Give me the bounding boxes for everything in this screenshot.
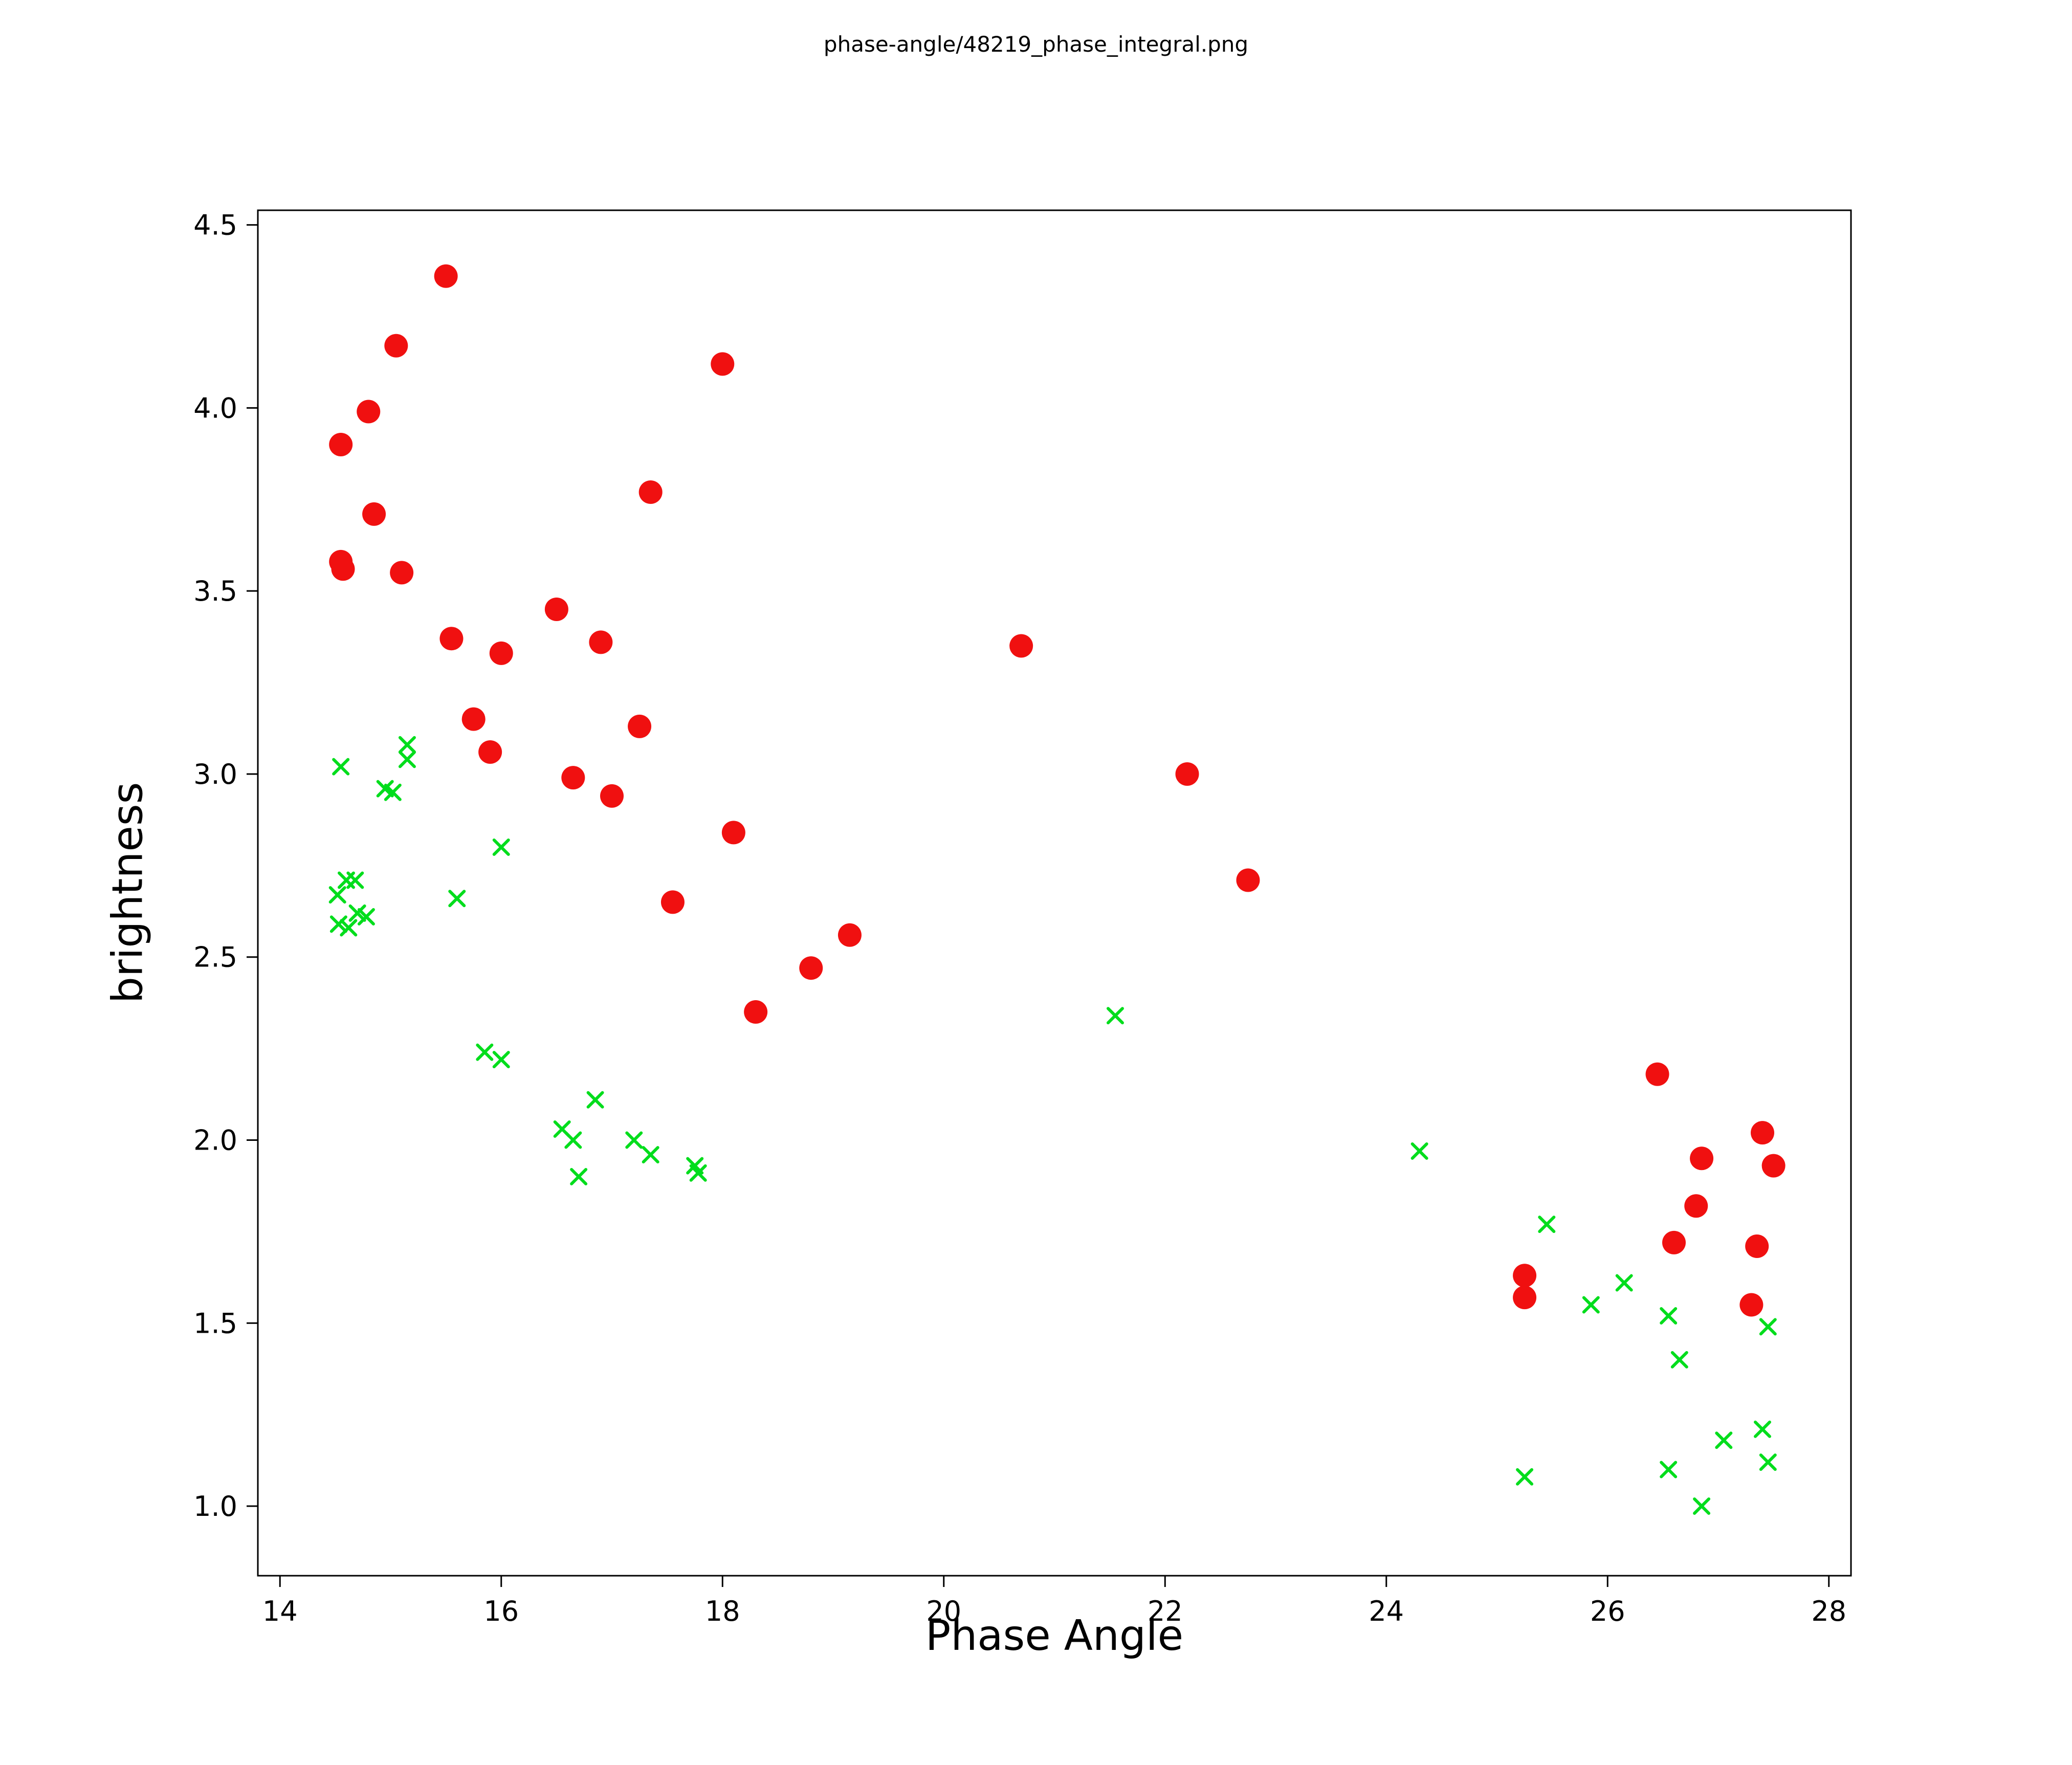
data-point-green-crosses bbox=[1670, 1351, 1688, 1369]
plot-frame bbox=[257, 209, 1852, 1577]
data-point-red-circles bbox=[461, 707, 486, 731]
data-point-green-crosses bbox=[1693, 1497, 1711, 1515]
data-point-green-crosses bbox=[1715, 1431, 1733, 1449]
data-point-green-crosses bbox=[625, 1131, 643, 1149]
x-tick-label: 22 bbox=[1148, 1595, 1183, 1627]
y-tick-label: 2.5 bbox=[193, 941, 237, 974]
y-tick-label: 3.0 bbox=[193, 758, 237, 790]
data-point-red-circles bbox=[561, 766, 585, 790]
data-point-green-crosses bbox=[570, 1168, 588, 1186]
data-point-green-crosses bbox=[329, 915, 347, 933]
data-point-red-circles bbox=[1662, 1230, 1686, 1254]
x-tick-label: 26 bbox=[1590, 1595, 1625, 1627]
data-point-green-crosses bbox=[1582, 1296, 1600, 1314]
data-point-green-crosses bbox=[586, 1091, 604, 1109]
data-point-red-circles bbox=[1739, 1293, 1764, 1317]
data-point-red-circles bbox=[489, 641, 513, 665]
data-point-green-crosses bbox=[492, 1051, 510, 1069]
data-point-red-circles bbox=[331, 557, 355, 581]
data-point-red-circles bbox=[1513, 1286, 1537, 1310]
y-tick-label: 1.0 bbox=[193, 1490, 237, 1523]
data-point-red-circles bbox=[478, 740, 502, 764]
data-point-red-circles bbox=[638, 480, 663, 504]
chart-title: phase-angle/48219_phase_integral.png bbox=[823, 32, 1249, 57]
data-point-green-crosses bbox=[642, 1146, 659, 1164]
y-tick-label: 3.5 bbox=[193, 575, 237, 607]
data-point-green-crosses bbox=[348, 904, 366, 922]
data-point-green-crosses bbox=[328, 886, 346, 904]
data-point-green-crosses bbox=[1660, 1461, 1678, 1479]
data-point-red-circles bbox=[390, 561, 414, 585]
data-point-red-circles bbox=[357, 400, 381, 424]
data-point-green-crosses bbox=[1660, 1307, 1678, 1325]
data-point-red-circles bbox=[1513, 1264, 1537, 1288]
data-point-green-crosses bbox=[332, 758, 350, 776]
x-tick-label: 18 bbox=[705, 1595, 740, 1627]
x-tick-label: 16 bbox=[483, 1595, 519, 1627]
y-tick-label: 4.5 bbox=[193, 209, 237, 241]
data-point-green-crosses bbox=[1538, 1216, 1556, 1233]
data-point-green-crosses bbox=[1759, 1453, 1777, 1471]
data-point-green-crosses bbox=[1106, 1007, 1124, 1025]
data-point-red-circles bbox=[711, 352, 735, 376]
data-point-red-circles bbox=[362, 502, 386, 526]
data-point-red-circles bbox=[799, 956, 823, 980]
data-point-red-circles bbox=[837, 923, 862, 947]
data-point-red-circles bbox=[589, 630, 613, 654]
data-point-green-crosses bbox=[384, 783, 402, 801]
data-point-red-circles bbox=[1645, 1062, 1669, 1086]
data-point-red-circles bbox=[439, 627, 464, 651]
data-point-red-circles bbox=[1236, 868, 1260, 892]
data-point-red-circles bbox=[1761, 1154, 1786, 1178]
data-point-green-crosses bbox=[1410, 1142, 1428, 1160]
data-point-green-crosses bbox=[346, 871, 364, 889]
data-point-green-crosses bbox=[1516, 1468, 1534, 1486]
data-point-red-circles bbox=[1690, 1146, 1714, 1171]
data-point-red-circles bbox=[434, 264, 458, 288]
data-point-red-circles bbox=[384, 334, 408, 358]
y-tick-label: 4.0 bbox=[193, 392, 237, 424]
data-point-red-circles bbox=[744, 1000, 768, 1024]
data-point-red-circles bbox=[600, 784, 624, 808]
data-point-red-circles bbox=[1009, 634, 1033, 658]
data-point-red-circles bbox=[1684, 1194, 1708, 1218]
data-point-green-crosses bbox=[1759, 1318, 1777, 1336]
data-point-red-circles bbox=[329, 432, 353, 456]
x-tick-label: 20 bbox=[926, 1595, 961, 1627]
x-tick-label: 14 bbox=[262, 1595, 298, 1627]
data-point-green-crosses bbox=[398, 751, 416, 768]
data-point-green-crosses bbox=[476, 1043, 494, 1061]
x-tick-label: 28 bbox=[1811, 1595, 1846, 1627]
data-point-green-crosses bbox=[1615, 1274, 1633, 1292]
data-point-green-crosses bbox=[357, 908, 375, 926]
data-point-red-circles bbox=[544, 597, 568, 621]
data-point-green-crosses bbox=[340, 919, 358, 937]
x-axis-label: Phase Angle bbox=[925, 1612, 1184, 1660]
data-point-red-circles bbox=[1745, 1234, 1769, 1259]
data-point-green-crosses bbox=[564, 1131, 582, 1149]
data-point-red-circles bbox=[660, 890, 685, 914]
data-point-red-circles bbox=[1751, 1121, 1774, 1145]
x-tick-label: 24 bbox=[1369, 1595, 1404, 1627]
data-point-green-crosses bbox=[1754, 1420, 1771, 1438]
data-point-red-circles bbox=[721, 821, 745, 845]
y-tick-label: 2.0 bbox=[193, 1124, 237, 1156]
data-point-green-crosses bbox=[492, 839, 510, 856]
y-tick-label: 1.5 bbox=[193, 1307, 237, 1339]
data-point-red-circles bbox=[628, 714, 652, 738]
data-point-green-crosses bbox=[448, 890, 466, 908]
data-point-green-crosses bbox=[689, 1164, 707, 1182]
data-point-red-circles bbox=[1175, 762, 1199, 786]
data-point-green-crosses bbox=[398, 736, 416, 754]
